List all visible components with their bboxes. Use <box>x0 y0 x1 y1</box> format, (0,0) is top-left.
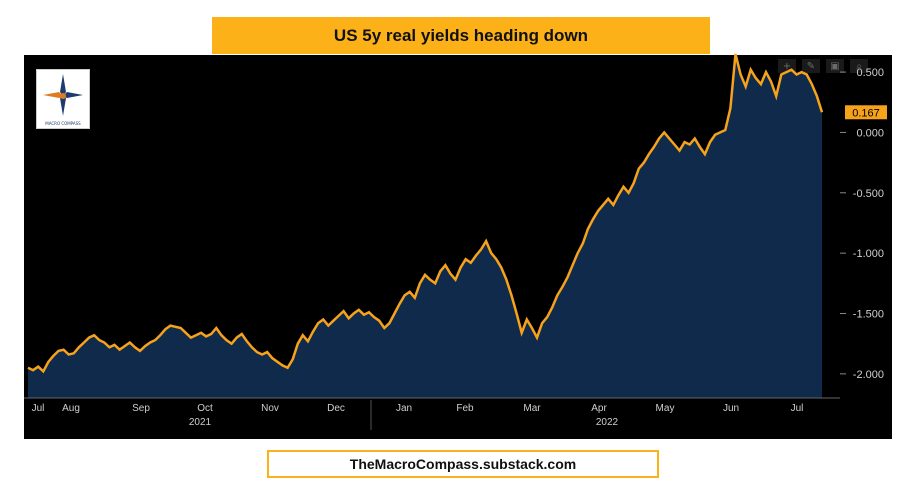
macro-compass-logo: MACRO COMPASS <box>36 69 90 129</box>
chart-toolbar: + ✎ ▣ ⌕ <box>778 59 868 73</box>
chart-title: US 5y real yields heading down <box>333 25 589 45</box>
plus-icon[interactable]: + <box>778 59 796 73</box>
footer-link[interactable]: TheMacroCompass.substack.com <box>349 456 577 472</box>
logo-text: MACRO COMPASS <box>45 121 81 126</box>
zoom-icon[interactable]: ⌕ <box>850 59 868 73</box>
save-icon[interactable]: ▣ <box>826 59 844 73</box>
chart-title-box: US 5y real yields heading down <box>212 17 710 54</box>
chart-panel: MACRO COMPASS + ✎ ▣ ⌕ <box>24 55 892 439</box>
pencil-icon[interactable]: ✎ <box>802 59 820 73</box>
compass-icon <box>43 74 83 116</box>
footer-box: TheMacroCompass.substack.com <box>267 450 659 478</box>
